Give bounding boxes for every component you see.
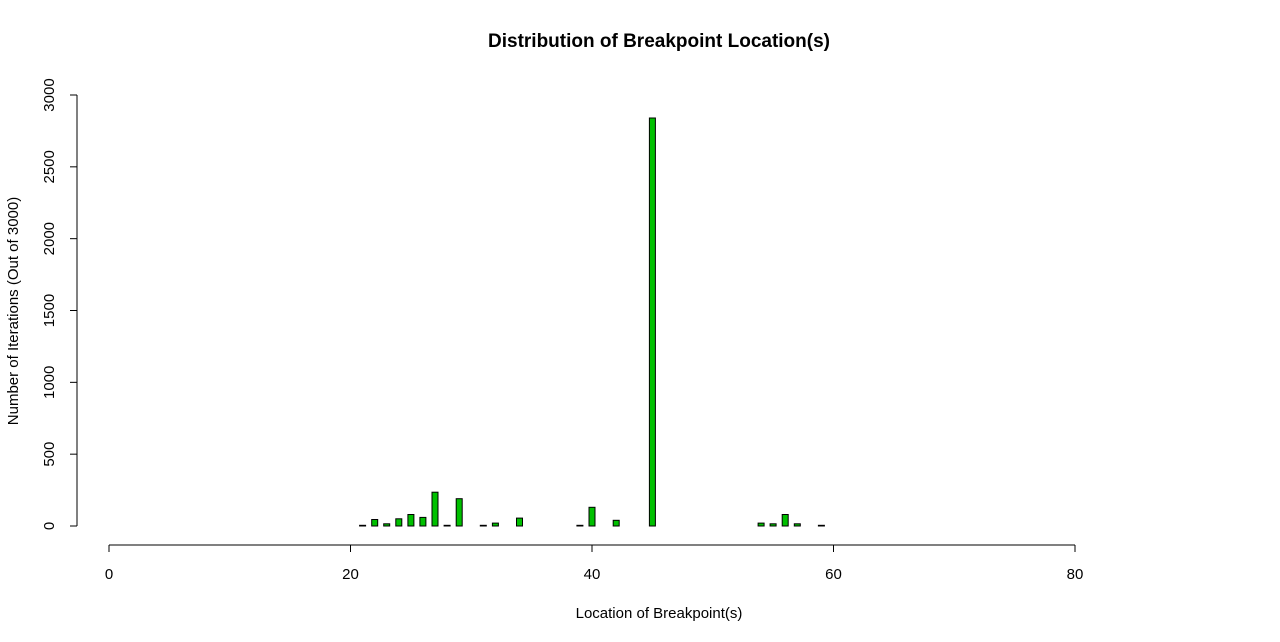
bar-42 <box>612 519 620 527</box>
y-tick-label: 1500 <box>41 294 58 327</box>
x-tick-label: 40 <box>584 566 601 583</box>
bar-24 <box>395 518 403 527</box>
bar-59 <box>817 524 825 527</box>
bar-28 <box>443 524 451 527</box>
bar-31 <box>479 524 487 527</box>
bar-40 <box>588 506 596 527</box>
x-tick-label: 60 <box>825 566 842 583</box>
x-axis-label: Location of Breakpoint(s) <box>576 605 743 622</box>
bar-32 <box>491 522 499 527</box>
bars-group <box>359 117 825 527</box>
y-tick-label: 500 <box>41 442 58 467</box>
y-axis-label: Number of Iterations (Out of 3000) <box>5 197 22 425</box>
x-tick-label: 0 <box>105 566 113 583</box>
bar-39 <box>576 524 584 527</box>
bar-34 <box>516 517 523 527</box>
bar-56 <box>781 514 789 527</box>
bar-25 <box>407 514 415 527</box>
bar-54 <box>757 522 765 527</box>
y-tick-label: 2500 <box>41 150 58 183</box>
y-axis: 0 500 1000 1500 2000 2500 3000 <box>41 78 78 530</box>
y-tick-label: 0 <box>41 522 58 530</box>
chart-title: Distribution of Breakpoint Location(s) <box>488 31 830 52</box>
bar-55 <box>769 523 777 527</box>
bar-29 <box>455 498 463 527</box>
bar-21 <box>359 524 367 527</box>
y-tick-label: 3000 <box>41 78 58 111</box>
x-tick-label: 80 <box>1067 566 1084 583</box>
bar-27 <box>431 491 439 527</box>
bar-57 <box>793 523 801 527</box>
x-tick-label: 20 <box>342 566 359 583</box>
bar-22 <box>371 519 379 527</box>
bar-23 <box>383 523 391 527</box>
y-tick-label: 1000 <box>41 366 58 399</box>
bar-45 <box>648 117 656 527</box>
bar-26 <box>419 516 427 527</box>
y-tick-label: 2000 <box>41 222 58 255</box>
x-axis: 0 20 40 60 80 <box>105 544 1084 583</box>
